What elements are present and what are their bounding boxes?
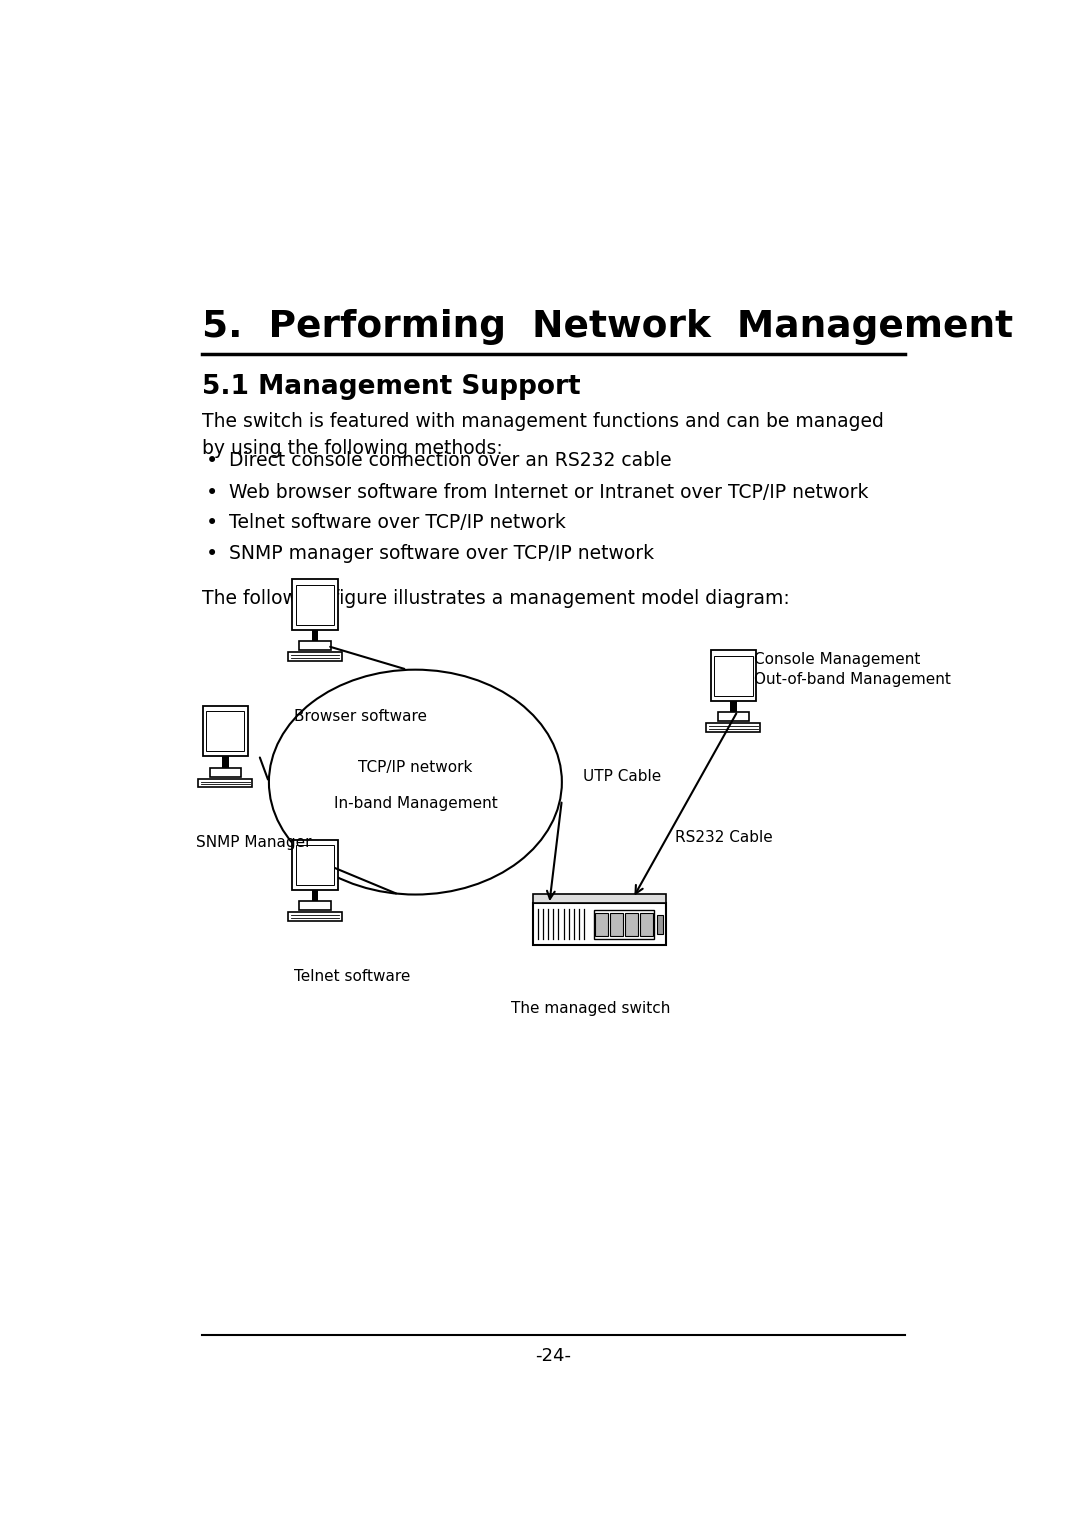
Bar bbox=[203, 705, 248, 756]
Text: Direct console connection over an RS232 cable: Direct console connection over an RS232 … bbox=[229, 450, 672, 470]
Bar bbox=[210, 767, 241, 776]
Bar bbox=[199, 779, 253, 787]
Bar bbox=[312, 890, 319, 902]
Text: •: • bbox=[206, 544, 218, 564]
Bar bbox=[312, 630, 319, 642]
Text: •: • bbox=[206, 483, 218, 503]
Text: Telnet software: Telnet software bbox=[294, 970, 410, 984]
Bar bbox=[222, 756, 229, 768]
Text: UTP Cable: UTP Cable bbox=[583, 768, 661, 784]
Bar bbox=[296, 845, 334, 885]
Text: Web browser software from Internet or Intranet over TCP/IP network: Web browser software from Internet or In… bbox=[229, 483, 868, 501]
Bar bbox=[711, 650, 756, 701]
Bar bbox=[610, 913, 623, 936]
Bar bbox=[706, 722, 760, 732]
Text: •: • bbox=[206, 450, 218, 470]
Text: The managed switch: The managed switch bbox=[512, 1001, 671, 1016]
Bar bbox=[288, 913, 342, 921]
Bar bbox=[595, 913, 608, 936]
Text: TCP/IP network: TCP/IP network bbox=[359, 761, 473, 775]
Bar bbox=[639, 913, 653, 936]
Text: SNMP manager software over TCP/IP network: SNMP manager software over TCP/IP networ… bbox=[229, 544, 653, 563]
Bar bbox=[532, 904, 666, 945]
Bar bbox=[657, 915, 663, 934]
Text: In-band Management: In-band Management bbox=[334, 796, 497, 812]
Bar bbox=[293, 839, 338, 890]
Text: The following figure illustrates a management model diagram:: The following figure illustrates a manag… bbox=[202, 589, 789, 609]
Text: SNMP Manager: SNMP Manager bbox=[197, 836, 312, 850]
Text: The switch is featured with management functions and can be managed
by using the: The switch is featured with management f… bbox=[202, 412, 883, 458]
Bar bbox=[714, 656, 753, 696]
Text: 5.1 Management Support: 5.1 Management Support bbox=[202, 373, 581, 400]
Bar bbox=[730, 701, 737, 713]
Text: Telnet software over TCP/IP network: Telnet software over TCP/IP network bbox=[229, 513, 566, 532]
Text: •: • bbox=[206, 513, 218, 533]
Bar bbox=[288, 652, 342, 661]
Bar bbox=[293, 579, 338, 630]
Text: 5.  Performing  Network  Management: 5. Performing Network Management bbox=[202, 309, 1013, 344]
Text: RS232 Cable: RS232 Cable bbox=[675, 830, 772, 845]
Bar bbox=[718, 712, 750, 721]
Text: -24-: -24- bbox=[536, 1346, 571, 1365]
Bar bbox=[594, 910, 654, 939]
Ellipse shape bbox=[269, 670, 562, 895]
Bar bbox=[299, 901, 330, 910]
Text: Browser software: Browser software bbox=[294, 709, 427, 724]
Bar bbox=[625, 913, 638, 936]
Bar bbox=[206, 712, 244, 752]
Bar bbox=[296, 584, 334, 624]
Bar bbox=[299, 641, 330, 650]
Text: Console Management
Out-of-band Management: Console Management Out-of-band Managemen… bbox=[754, 652, 951, 687]
Bar bbox=[532, 895, 666, 904]
